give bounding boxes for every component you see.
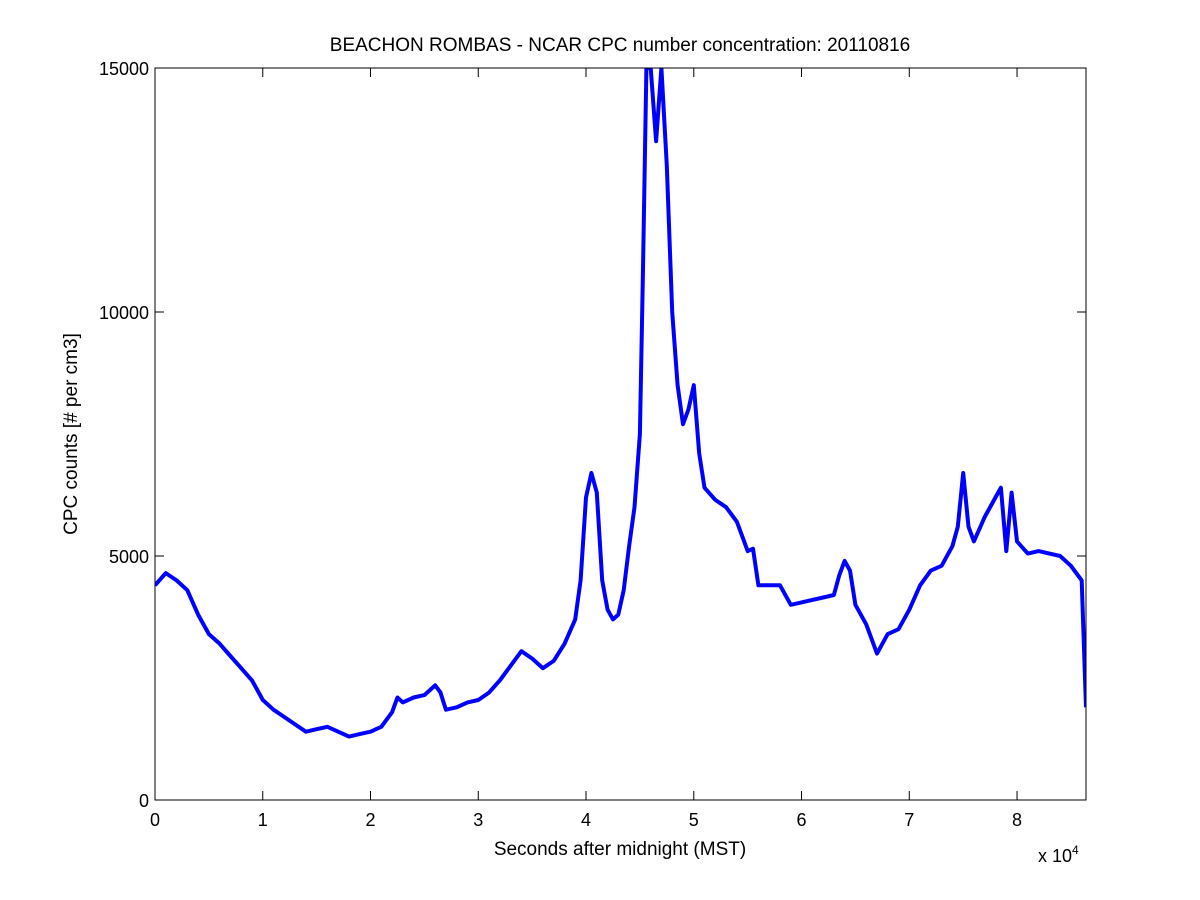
y-tick-label: 5000 [109,547,149,567]
x-tick-label: 2 [366,810,376,830]
x-axis-multiplier: x 104 [1038,843,1079,866]
x-axis-multiplier-base: x 10 [1038,846,1072,866]
series-line-0 [155,68,1086,739]
y-tick-label: 15000 [99,59,149,79]
y-tick-label: 0 [139,791,149,811]
plot-frame [154,67,1087,801]
y-tick-label: 10000 [99,303,149,323]
x-tick-label: 4 [581,810,591,830]
x-tick-label: 1 [258,810,268,830]
x-tick-label: 8 [1012,810,1022,830]
x-axis-label: Seconds after midnight (MST) [494,839,746,860]
x-tick-label: 0 [150,810,160,830]
plot-area [155,68,1086,739]
y-axis-label: CPC counts [# per cm3] [61,333,82,535]
x-axis-multiplier-exponent: 4 [1072,843,1079,857]
x-tick-label: 3 [473,810,483,830]
axis-ticks: 0 1 2 3 4 5 6 7 8 0 5000 10000 15000 [99,59,1086,830]
chart-title: BEACHON ROMBAS - NCAR CPC number concent… [330,35,910,56]
x-tick-label: 7 [904,810,914,830]
x-tick-label: 5 [689,810,699,830]
x-tick-label: 6 [797,810,807,830]
